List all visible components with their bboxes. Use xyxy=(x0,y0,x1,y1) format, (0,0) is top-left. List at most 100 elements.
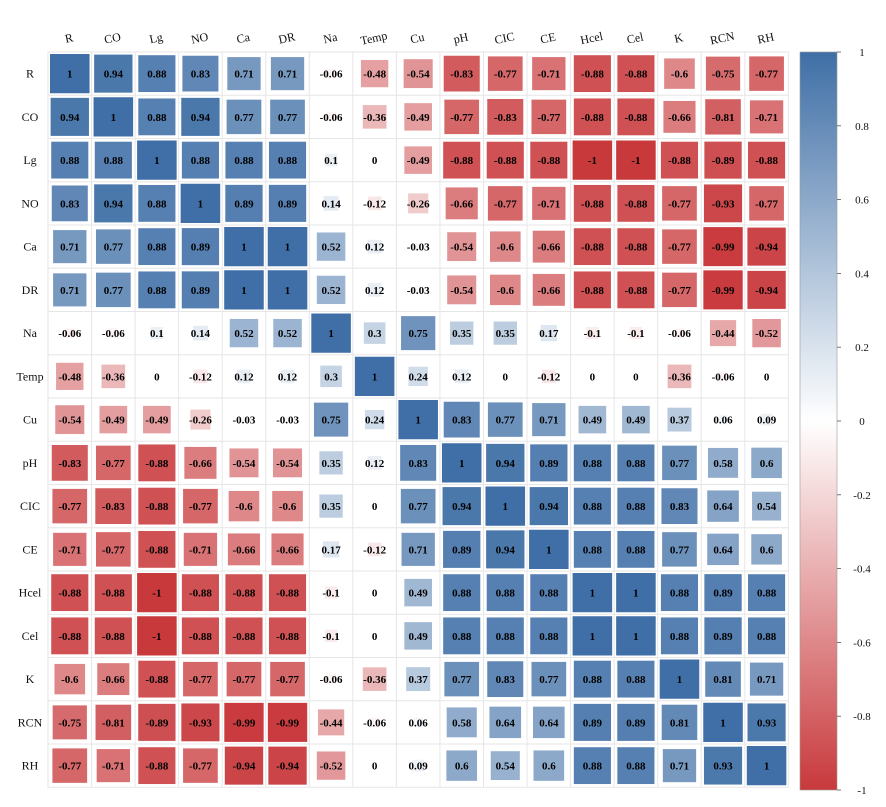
cell-value-Cel-Lg: -1 xyxy=(152,631,161,643)
heatmap-cell-Lg-Lg xyxy=(137,140,177,180)
heatmap-cell-DR-Cu xyxy=(414,286,422,294)
heatmap-cell-Cel-DR xyxy=(268,617,307,655)
heatmap-cell-RCN-Ca xyxy=(224,702,264,742)
cell-value-CO-Hcel: -0.88 xyxy=(581,112,604,124)
cell-value-Na-RCN: -0.44 xyxy=(712,328,735,340)
row-label-Hcel: Hcel xyxy=(19,586,42,600)
heatmap-cell-Cu-NO xyxy=(190,409,211,430)
heatmap-cell-CO-RCN xyxy=(705,99,741,135)
cell-value-Cu-pH: 0.83 xyxy=(452,415,472,427)
heatmap-cell-Cu-CO xyxy=(99,405,128,434)
heatmap-cell-K-NO xyxy=(183,661,218,697)
heatmap-cell-Cu-RH xyxy=(760,413,773,426)
cell-value-CO-NO: 0.94 xyxy=(191,112,211,124)
heatmap-cell-CIC-Ca xyxy=(228,490,260,522)
heatmap-cell-Hcel-CIC xyxy=(486,574,524,612)
cell-value-NO-CO: 0.94 xyxy=(104,198,124,210)
heatmap-cell-pH-CO xyxy=(95,445,131,481)
heatmap-cell-R-NO xyxy=(182,55,219,92)
heatmap-cell-pH-RH xyxy=(751,447,782,479)
colorbar-tick-label: -1 xyxy=(857,785,866,797)
heatmap-cell-RCN-CIC xyxy=(489,706,522,739)
heatmap-cell-K-CIC xyxy=(487,661,524,698)
heatmap-cell-CE-DR xyxy=(271,533,304,566)
cell-value-Na-Temp: 0.3 xyxy=(368,328,382,340)
cell-value-R-CO: 0.94 xyxy=(104,69,124,81)
cell-value-CO-Lg: 0.88 xyxy=(147,112,167,124)
heatmap-cell-Na-Na xyxy=(311,313,351,353)
cell-value-NO-Na: 0.14 xyxy=(321,198,341,210)
cell-value-Lg-pH: -0.88 xyxy=(450,155,473,167)
heatmap-cell-Cel-CE xyxy=(530,617,568,655)
row-label-Na: Na xyxy=(23,326,38,340)
cell-value-K-NO: -0.77 xyxy=(189,674,212,686)
cell-value-Temp-RCN: -0.06 xyxy=(712,371,735,383)
cell-value-CIC-Cu: 0.77 xyxy=(409,501,429,513)
cell-value-CIC-Cel: 0.88 xyxy=(626,501,646,513)
heatmap-cell-Ca-Lg xyxy=(138,228,176,266)
column-label-K: K xyxy=(673,30,685,46)
cell-value-DR-Cu: -0.03 xyxy=(407,285,430,297)
heatmap-cell-CE-Cu xyxy=(401,532,435,566)
cell-value-Hcel-Lg: -1 xyxy=(152,588,161,600)
heatmap-cell-Lg-CO xyxy=(94,141,132,179)
heatmap-cell-Ca-RH xyxy=(747,227,786,266)
cell-value-CIC-DR: -0.6 xyxy=(279,501,297,513)
heatmap-cell-CE-CO xyxy=(95,532,131,567)
heatmap-cell-Ca-pH xyxy=(447,232,477,262)
heatmap-cell-K-Na xyxy=(326,674,336,684)
cell-value-RCN-DR: -0.99 xyxy=(276,717,299,729)
heatmap-cell-Cu-pH xyxy=(443,401,480,438)
heatmap-cell-RCN-CE xyxy=(533,706,565,739)
heatmap-cells: 1 0.94 0.88 0.83 0.71 0.71 -0.06 -0.48 -0.54 -0.8… xyxy=(50,54,787,786)
heatmap-cell-NO-K xyxy=(662,186,697,221)
cell-value-K-CE: 0.77 xyxy=(539,674,559,686)
heatmap-cell-Temp-Cu xyxy=(408,366,428,386)
heatmap-cell-CE-CE xyxy=(529,529,569,569)
heatmap-cell-Cel-Cu xyxy=(404,622,433,650)
heatmap-cell-NO-R xyxy=(51,185,88,222)
heatmap-cell-R-Lg xyxy=(138,55,176,93)
heatmap-cell-CIC-Na xyxy=(319,494,343,518)
heatmap-cell-Lg-RCN xyxy=(704,141,742,179)
cell-value-RCN-RH: 0.93 xyxy=(757,717,777,729)
heatmap-cell-Na-Cel xyxy=(629,326,643,340)
cell-value-RH-DR: -0.94 xyxy=(276,761,299,773)
heatmap-cell-Hcel-CE xyxy=(530,574,568,612)
cell-value-pH-CO: -0.77 xyxy=(102,458,125,470)
cell-value-Ca-Cel: -0.88 xyxy=(624,242,647,254)
heatmap-cell-Ca-CO xyxy=(95,229,131,264)
heatmap-cell-RH-DR xyxy=(268,746,307,785)
heatmap-cell-Na-pH xyxy=(450,321,474,345)
cell-value-R-RH: -0.77 xyxy=(755,69,778,81)
cell-value-R-Temp: -0.48 xyxy=(363,69,386,81)
heatmap-cell-CO-CO xyxy=(93,97,134,137)
heatmap-cell-pH-K xyxy=(662,445,697,481)
row-label-pH: pH xyxy=(23,456,38,470)
heatmap-cell-Cu-CE xyxy=(532,403,566,437)
heatmap-cell-NO-RH xyxy=(749,186,784,221)
column-label-DR: DR xyxy=(277,30,296,47)
cell-value-RCN-Na: -0.44 xyxy=(320,717,343,729)
heatmap-cell-Hcel-K xyxy=(660,574,699,612)
cell-value-CE-Temp: -0.12 xyxy=(363,544,386,556)
heatmap-cell-NO-Cu xyxy=(408,193,429,214)
cell-value-RH-Lg: -0.88 xyxy=(145,761,168,773)
cell-value-CE-Ca: -0.66 xyxy=(233,544,256,556)
heatmap-cell-NO-RCN xyxy=(703,184,743,223)
row-label-Lg: Lg xyxy=(23,153,36,167)
colorbar-tick-label: -0.6 xyxy=(853,637,871,649)
heatmap-cell-DR-NO xyxy=(181,271,220,309)
heatmap-cell-R-CIC xyxy=(487,56,523,91)
heatmap-cell-Hcel-DR xyxy=(268,574,307,612)
heatmap-cell-Cel-CO xyxy=(94,617,132,655)
heatmap-cell-R-K xyxy=(664,58,695,89)
cell-value-CIC-CE: 0.94 xyxy=(539,501,559,513)
heatmap-cell-RCN-Na xyxy=(317,709,345,736)
heatmap-cell-Temp-CO xyxy=(101,364,126,389)
heatmap-cell-DR-CIC xyxy=(489,274,521,306)
heatmap-cell-pH-pH xyxy=(441,443,482,483)
heatmap-cell-Lg-Cu xyxy=(404,146,433,174)
colorbar-tick-label: -0.2 xyxy=(853,490,870,502)
heatmap-cell-NO-Hcel xyxy=(573,184,611,222)
